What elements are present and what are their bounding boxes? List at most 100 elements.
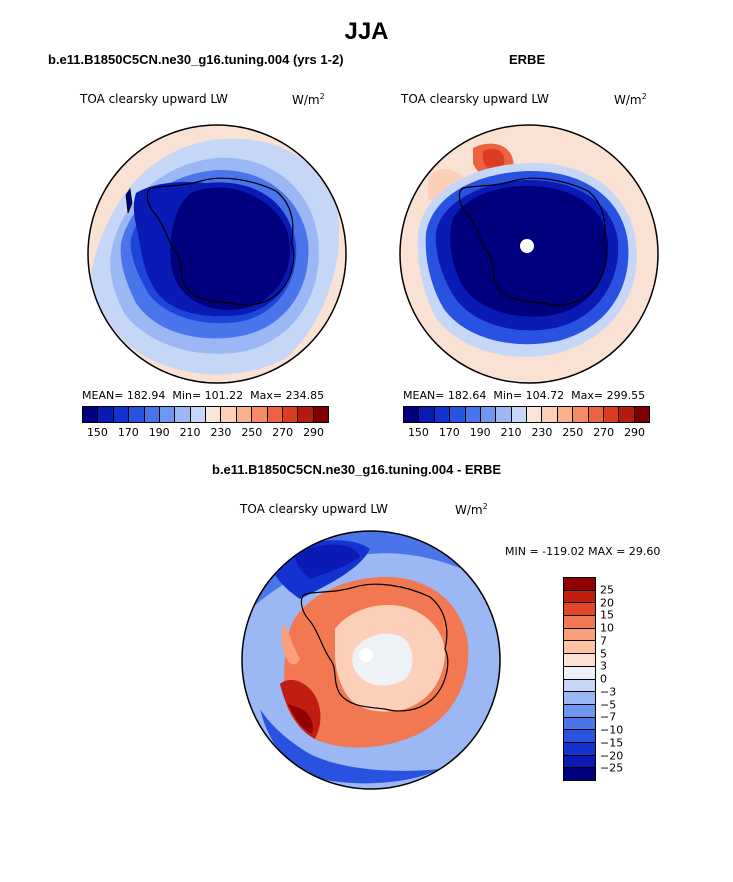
- colorbar-tick-label: 170: [117, 426, 139, 439]
- colorbar-swatch: [313, 407, 328, 422]
- colorbar-swatch: [159, 407, 176, 422]
- right-colorbar: [403, 406, 650, 423]
- colorbar-swatch: [564, 616, 595, 629]
- colorbar-swatch: [434, 407, 451, 422]
- right-polar-map: [399, 124, 659, 384]
- colorbar-swatch: [144, 407, 160, 422]
- colorbar-tick-label: 210: [179, 426, 201, 439]
- colorbar-swatch: [511, 407, 527, 422]
- colorbar-swatch: [564, 679, 595, 693]
- diff-map-contour: [352, 633, 413, 686]
- colorbar-tick-label: 170: [438, 426, 460, 439]
- right-units-label: W/m2: [614, 92, 647, 107]
- colorbar-swatch: [298, 407, 314, 422]
- right-panel-title: ERBE: [509, 52, 546, 67]
- colorbar-swatch: [404, 407, 420, 422]
- colorbar-tick-label: 230: [210, 426, 232, 439]
- left-variable-label: TOA clearsky upward LW: [80, 92, 228, 106]
- colorbar-swatch: [282, 407, 299, 422]
- colorbar-swatch: [206, 407, 222, 422]
- colorbar-swatch: [564, 755, 595, 769]
- diff-polar-map: [241, 530, 501, 790]
- colorbar-swatch: [542, 407, 558, 422]
- colorbar-swatch: [450, 407, 466, 422]
- colorbar-tick-label: 190: [469, 426, 491, 439]
- colorbar-swatch: [619, 407, 635, 422]
- colorbar-tick-label: −20: [600, 749, 624, 762]
- left-colorbar-ticks: 150 170 190 210 230 250 270 290: [82, 426, 329, 440]
- colorbar-tick-label: −7: [600, 710, 617, 724]
- colorbar-swatch: [564, 666, 595, 680]
- colorbar-swatch: [480, 407, 497, 422]
- left-units-label: W/m2: [292, 92, 325, 107]
- diff-polar-gap: [359, 648, 373, 662]
- colorbar-swatch: [564, 603, 595, 617]
- colorbar-tick-label: 150: [407, 426, 429, 439]
- colorbar-swatch: [564, 742, 595, 756]
- colorbar-tick-label: 150: [86, 426, 108, 439]
- left-colorbar: [82, 406, 329, 423]
- colorbar-swatch: [564, 641, 595, 655]
- colorbar-swatch: [527, 407, 543, 422]
- left-coastline: [125, 187, 133, 214]
- main-title: JJA: [344, 18, 389, 45]
- colorbar-swatch: [634, 407, 649, 422]
- colorbar-tick-label: 20: [600, 596, 614, 609]
- colorbar-tick-label: −3: [600, 685, 617, 699]
- right-map-contour: [483, 148, 505, 170]
- diff-panel-title: b.e11.B1850C5CN.ne30_g16.tuning.004 - ER…: [212, 462, 502, 477]
- colorbar-swatch: [564, 654, 595, 667]
- colorbar-swatch: [496, 407, 512, 422]
- colorbar-tick-label: 15: [600, 608, 614, 622]
- right-variable-label: TOA clearsky upward LW: [401, 92, 549, 106]
- colorbar-tick-label: 270: [593, 426, 615, 439]
- colorbar-tick-label: 5: [600, 647, 607, 660]
- colorbar-swatch: [252, 407, 268, 422]
- diff-coastline: [300, 583, 449, 712]
- colorbar-tick-label: 290: [303, 426, 325, 439]
- colorbar-swatch: [113, 407, 130, 422]
- colorbar-swatch: [98, 407, 114, 422]
- diff-colorbar-ticks: 25 20 15 10 7 5 3 0 −3 −5 −7 −10 −15 −20 −25: [600, 577, 640, 781]
- diff-map-contour: [260, 709, 440, 784]
- colorbar-swatch: [236, 407, 253, 422]
- left-stats: MEAN= 182.94 Min= 101.22 Max= 234.85: [82, 389, 325, 402]
- colorbar-tick-label: −25: [600, 761, 624, 775]
- colorbar-swatch: [603, 407, 620, 422]
- colorbar-tick-label: −5: [600, 698, 617, 711]
- colorbar-swatch: [564, 730, 595, 743]
- diff-map-contour: [281, 624, 300, 665]
- colorbar-swatch: [564, 692, 595, 705]
- colorbar-swatch: [588, 407, 604, 422]
- colorbar-tick-label: 10: [600, 621, 614, 635]
- colorbar-tick-label: 7: [600, 634, 607, 648]
- colorbar-tick-label: 25: [600, 583, 614, 597]
- right-stats: MEAN= 182.64 Min= 104.72 Max= 299.55: [403, 389, 646, 402]
- colorbar-tick-label: 3: [600, 659, 607, 673]
- diff-map-contour: [288, 704, 313, 734]
- diff-map-contour: [295, 544, 360, 579]
- colorbar-tick-label: −10: [600, 723, 624, 737]
- diff-variable-label: TOA clearsky upward LW: [240, 502, 388, 516]
- colorbar-tick-label: 230: [531, 426, 553, 439]
- colorbar-swatch: [190, 407, 206, 422]
- colorbar-tick-label: 250: [241, 426, 263, 439]
- colorbar-swatch: [564, 768, 595, 780]
- colorbar-swatch: [564, 704, 595, 718]
- diff-minmax: MIN = -119.02 MAX = 29.60: [505, 545, 661, 558]
- colorbar-swatch: [129, 407, 145, 422]
- colorbar-tick-label: −15: [600, 736, 624, 750]
- colorbar-swatch: [573, 407, 589, 422]
- colorbar-tick-label: 190: [148, 426, 170, 439]
- colorbar-swatch: [83, 407, 99, 422]
- colorbar-swatch: [267, 407, 283, 422]
- right-coastline: [458, 177, 607, 306]
- left-map-contour: [170, 187, 290, 310]
- colorbar-swatch: [564, 628, 595, 642]
- right-colorbar-ticks: 150 170 190 210 230 250 270 290: [403, 426, 650, 440]
- colorbar-swatch: [564, 578, 595, 591]
- diff-units-label: W/m2: [455, 502, 488, 517]
- colorbar-swatch: [564, 590, 595, 604]
- colorbar-tick-label: 270: [272, 426, 294, 439]
- colorbar-swatch: [557, 407, 574, 422]
